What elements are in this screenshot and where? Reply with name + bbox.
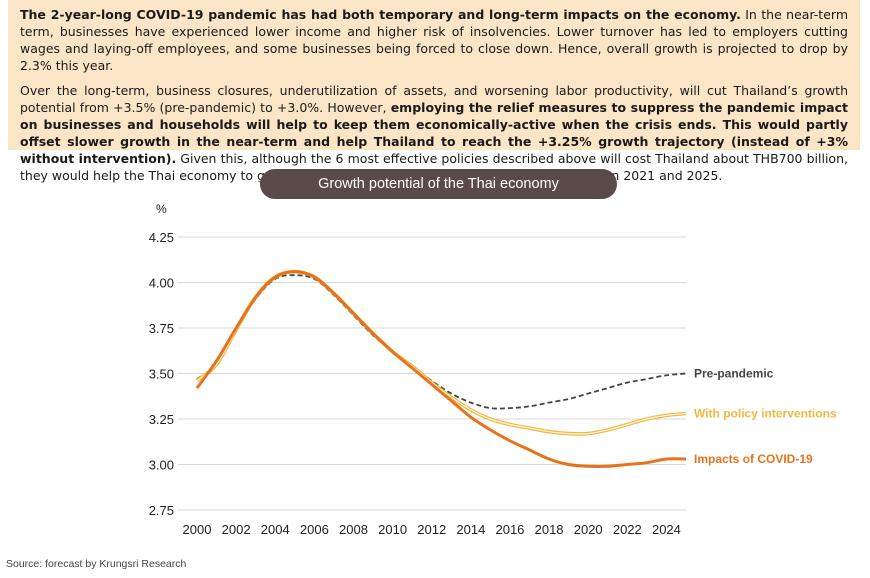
paragraph-2-bold: employing the relief measures to suppres… <box>20 100 848 166</box>
paragraph-1-bold: The 2-year-long COVID-19 pandemic has ha… <box>20 7 741 22</box>
x-tick-label: 2024 <box>652 522 681 537</box>
x-tick-label: 2014 <box>456 522 485 537</box>
y-tick-label: 3.25 <box>149 412 174 427</box>
x-tick-label: 2018 <box>535 522 564 537</box>
x-tick-label: 2002 <box>222 522 251 537</box>
source-note: Source: forecast by Krungsri Research <box>6 558 187 570</box>
x-tick-label: 2006 <box>300 522 329 537</box>
policy-interventions-line-inner <box>196 270 687 435</box>
x-tick-label: 2016 <box>495 522 524 537</box>
paragraph-1-text: In the near-term term, businesses have e… <box>20 7 848 73</box>
paragraph-2-start: Over the long-term, business closures, u… <box>20 83 848 115</box>
policy-interventions-line <box>195 269 687 436</box>
x-tick-label: 2004 <box>261 522 290 537</box>
x-tick-label: 2020 <box>574 522 603 537</box>
policy-interventions-series-label: With policy interventions <box>694 407 837 421</box>
x-tick-label: 2008 <box>339 522 368 537</box>
y-tick-label: 3.00 <box>149 458 174 473</box>
y-tick-label: 2.75 <box>149 503 174 518</box>
x-tick-label: 2012 <box>417 522 446 537</box>
y-axis-unit-label: % <box>156 202 167 216</box>
covid-impact-line <box>195 270 687 469</box>
x-tick-label: 2022 <box>613 522 642 537</box>
y-tick-label: 4.25 <box>149 230 174 245</box>
y-tick-label: 4.00 <box>149 276 174 291</box>
chart-title: Growth potential of the Thai economy <box>260 169 617 199</box>
x-tick-label: 2010 <box>378 522 407 537</box>
y-tick-label: 3.50 <box>149 367 174 382</box>
paragraph-1: The 2-year-long COVID-19 pandemic has ha… <box>20 6 848 74</box>
pre-pandemic-series-label: Pre-pandemic <box>694 367 774 381</box>
x-tick-label: 2000 <box>183 522 212 537</box>
covid-impact-series-label: Impacts of COVID-19 <box>694 452 813 466</box>
y-tick-label: 3.75 <box>149 321 174 336</box>
